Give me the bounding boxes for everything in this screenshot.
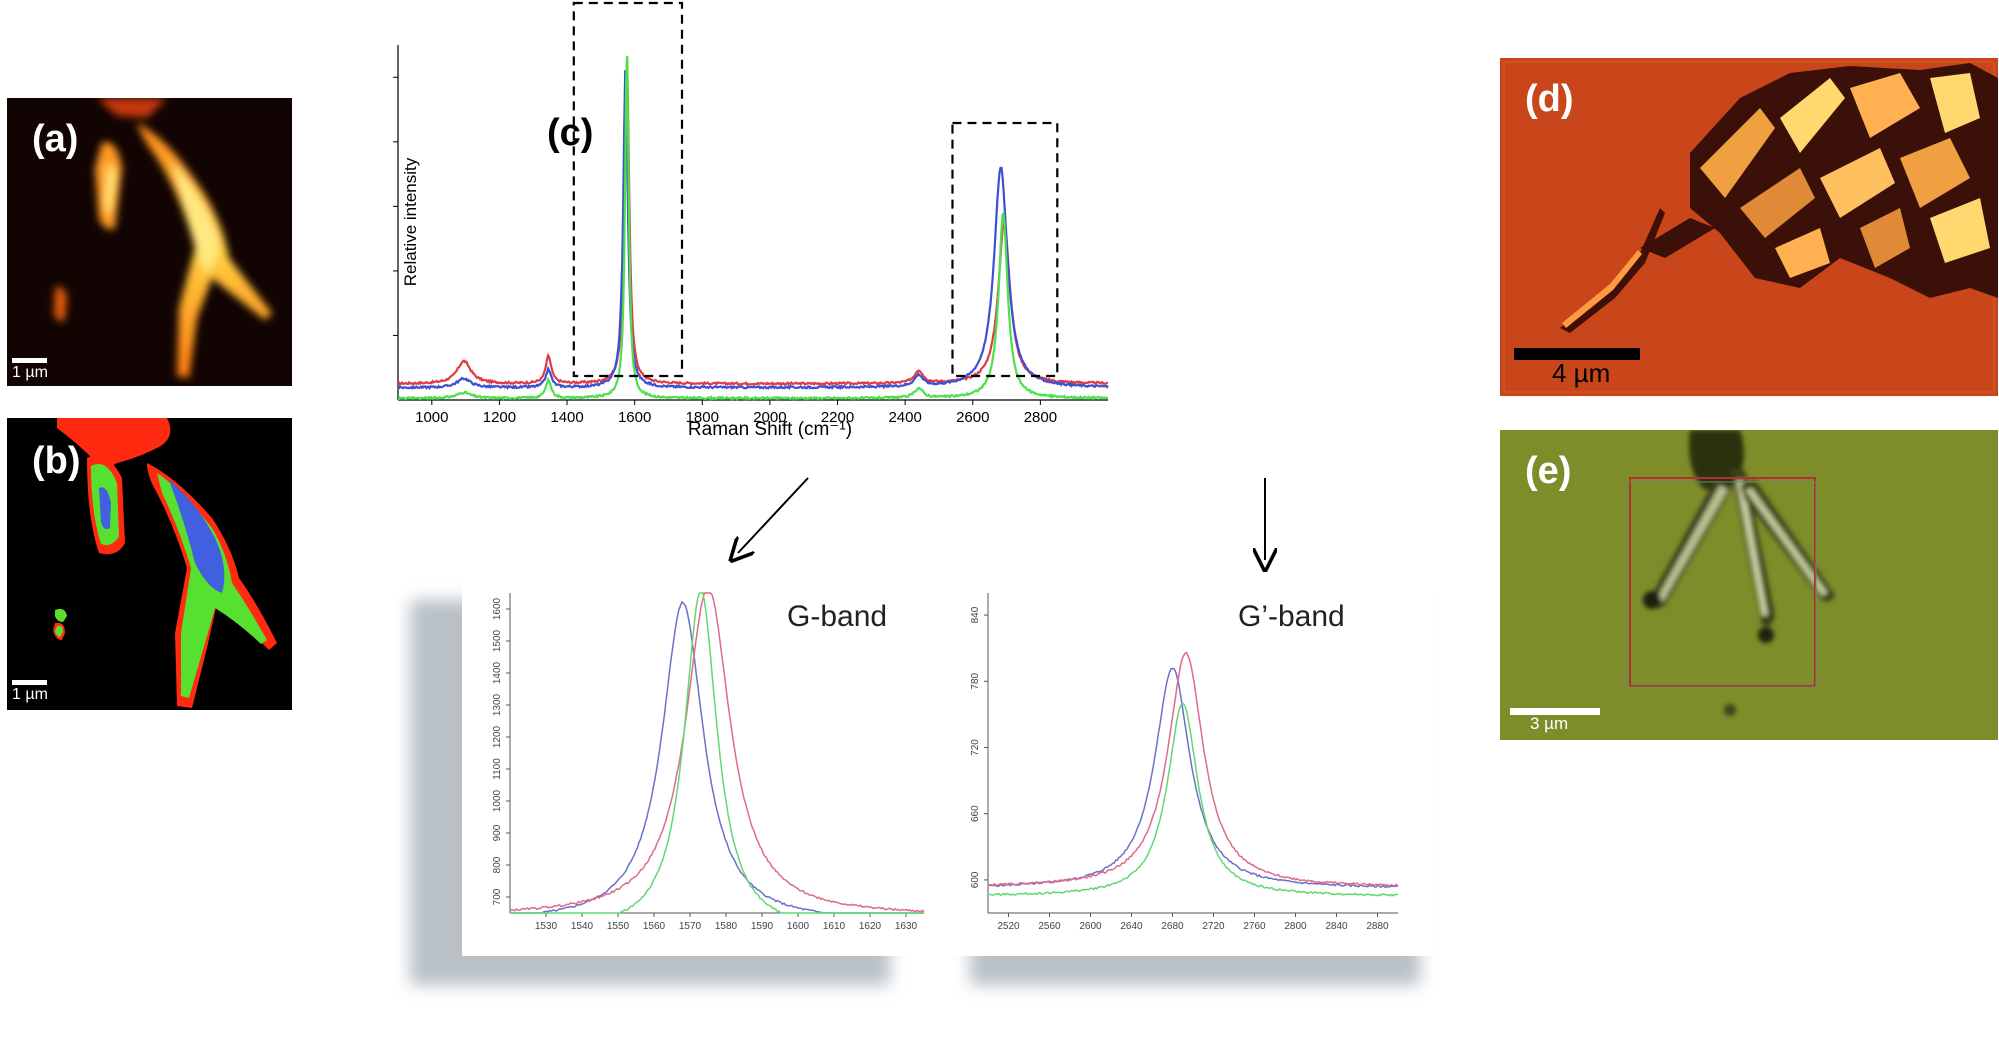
panel-b-label: (b): [32, 440, 81, 482]
x-tick-label: 2800: [1284, 921, 1307, 932]
y-tick-label: 1200: [492, 725, 503, 748]
chart-y-axis-label: Relative intensity: [401, 157, 420, 286]
y-tick-label: 660: [970, 805, 981, 822]
g-band-inset: 1530 1540 1550 1560 1570 1580 1590 1600 1610 1620…: [462, 568, 942, 948]
x-tick-label: 2720: [1202, 921, 1225, 932]
y-tick-label: 780: [970, 672, 981, 689]
y-tick-label: 900: [492, 824, 503, 841]
y-tick-label: 600: [970, 871, 981, 888]
spectrum-line-inset_blue: [987, 667, 1399, 889]
x-tick-label: 2760: [1243, 921, 1266, 932]
y-tick-label: 1500: [492, 629, 503, 652]
g-band-chart: 1530 1540 1550 1560 1570 1580 1590 1600 1610 1620…: [492, 592, 925, 932]
spectrum-line-green: [398, 55, 1109, 401]
x-tick-label: 1600: [787, 921, 810, 932]
x-tick-label: 1560: [643, 921, 666, 932]
x-tick-label: 2520: [997, 921, 1020, 932]
spectrum-line-inset_blue: [510, 600, 924, 914]
x-tick-label: 2640: [1120, 921, 1143, 932]
panel-e-label: (e): [1525, 450, 1572, 492]
panel-e-image: (e) 3 µm: [1500, 430, 1998, 740]
spectrum-line-inset_red: [509, 592, 925, 913]
scale-bar-label: 1 µm: [12, 364, 48, 381]
afm-image: [1500, 58, 1998, 396]
x-tick-label: 1600: [618, 409, 651, 426]
x-tick-label: 2800: [1024, 409, 1057, 426]
x-tick-label: 1590: [751, 921, 774, 932]
x-tick-label: 1800: [686, 409, 719, 426]
x-tick-label: 2200: [821, 409, 854, 426]
y-tick-label: 1600: [492, 597, 503, 620]
x-tick-label: 1540: [571, 921, 594, 932]
x-tick-label: 1550: [607, 921, 630, 932]
g-prime-band-chart: 2520 2560 2600 2640 2680 2720 2760 2800 2840 2880…: [970, 593, 1399, 932]
scale-bar: [1514, 348, 1640, 360]
panel-c: 1000 1200 1400 1600 1800 2000 2200 2400 2600 2800…: [356, 0, 1430, 440]
raman-spectrum-chart: 1000 1200 1400 1600 1800 2000 2200 2400 2600 2800…: [356, 1, 1109, 440]
x-tick-label: 2880: [1366, 921, 1389, 932]
panel-d-label: (d): [1525, 78, 1574, 120]
panel-a-image: (a) 1 µm: [7, 98, 292, 386]
x-tick-label: 2680: [1161, 921, 1184, 932]
inset-card: [462, 558, 1434, 956]
scale-bar: [12, 680, 47, 685]
g-prime-band-inset: 2520 2560 2600 2640 2680 2720 2760 2800 2840 2880…: [938, 568, 1418, 948]
x-tick-label: 1200: [483, 409, 516, 426]
y-tick-label: 840: [970, 606, 981, 623]
scale-bar-label: 3 µm: [1530, 714, 1569, 733]
y-tick-label: 1100: [492, 758, 503, 780]
x-tick-label: 1630: [895, 921, 918, 932]
x-tick-label: 2560: [1038, 921, 1061, 932]
panel-d-image: (d) 4 µm: [1500, 58, 1998, 396]
y-tick-label: 1000: [492, 789, 503, 812]
x-tick-label: 2600: [1079, 921, 1102, 932]
x-tick-label: 2600: [956, 409, 989, 426]
spectrum-line-inset_red: [987, 651, 1399, 887]
x-tick-label: 1000: [415, 409, 448, 426]
x-tick-label: 1620: [859, 921, 882, 932]
x-tick-label: 2400: [888, 409, 921, 426]
chart-title: G-band: [787, 600, 887, 633]
spectrum-line-inset_green: [510, 592, 924, 914]
chart-title: G’-band: [1238, 600, 1345, 633]
arrow-to-g-band: [738, 477, 809, 553]
y-tick-label: 720: [970, 739, 981, 756]
spectrum-line-inset_green: [987, 702, 1399, 897]
scale-bar-label: 1 µm: [12, 686, 48, 703]
scale-bar-label: 4 µm: [1552, 358, 1611, 388]
fluorescence-map-image: [7, 98, 292, 386]
x-tick-label: 2840: [1325, 921, 1348, 932]
y-tick-label: 800: [492, 856, 503, 873]
y-tick-label: 1300: [492, 693, 503, 716]
x-tick-label: 1610: [823, 921, 846, 932]
panel-b-image: (b) 1 µm: [7, 418, 292, 710]
x-tick-label: 1570: [679, 921, 702, 932]
x-tick-label: 1530: [535, 921, 558, 932]
segmentation-map-image: [7, 418, 292, 710]
scale-bar: [1510, 708, 1600, 715]
x-tick-label: 2000: [753, 409, 786, 426]
y-tick-label: 700: [492, 888, 503, 905]
x-tick-label: 1580: [715, 921, 738, 932]
spectrum-line-blue: [397, 70, 1109, 391]
panel-c-label: (c): [547, 112, 594, 154]
panel-a-label: (a): [32, 118, 79, 160]
spectrum-line-red: [397, 59, 1109, 387]
x-tick-label: 1400: [550, 409, 583, 426]
scale-bar: [12, 358, 47, 363]
chart-x-axis-label: Raman Shift (cm⁻¹): [688, 419, 852, 440]
optical-micrograph-image: [1500, 430, 1998, 740]
highlight-box: [951, 121, 1059, 378]
y-tick-label: 1400: [492, 661, 503, 684]
